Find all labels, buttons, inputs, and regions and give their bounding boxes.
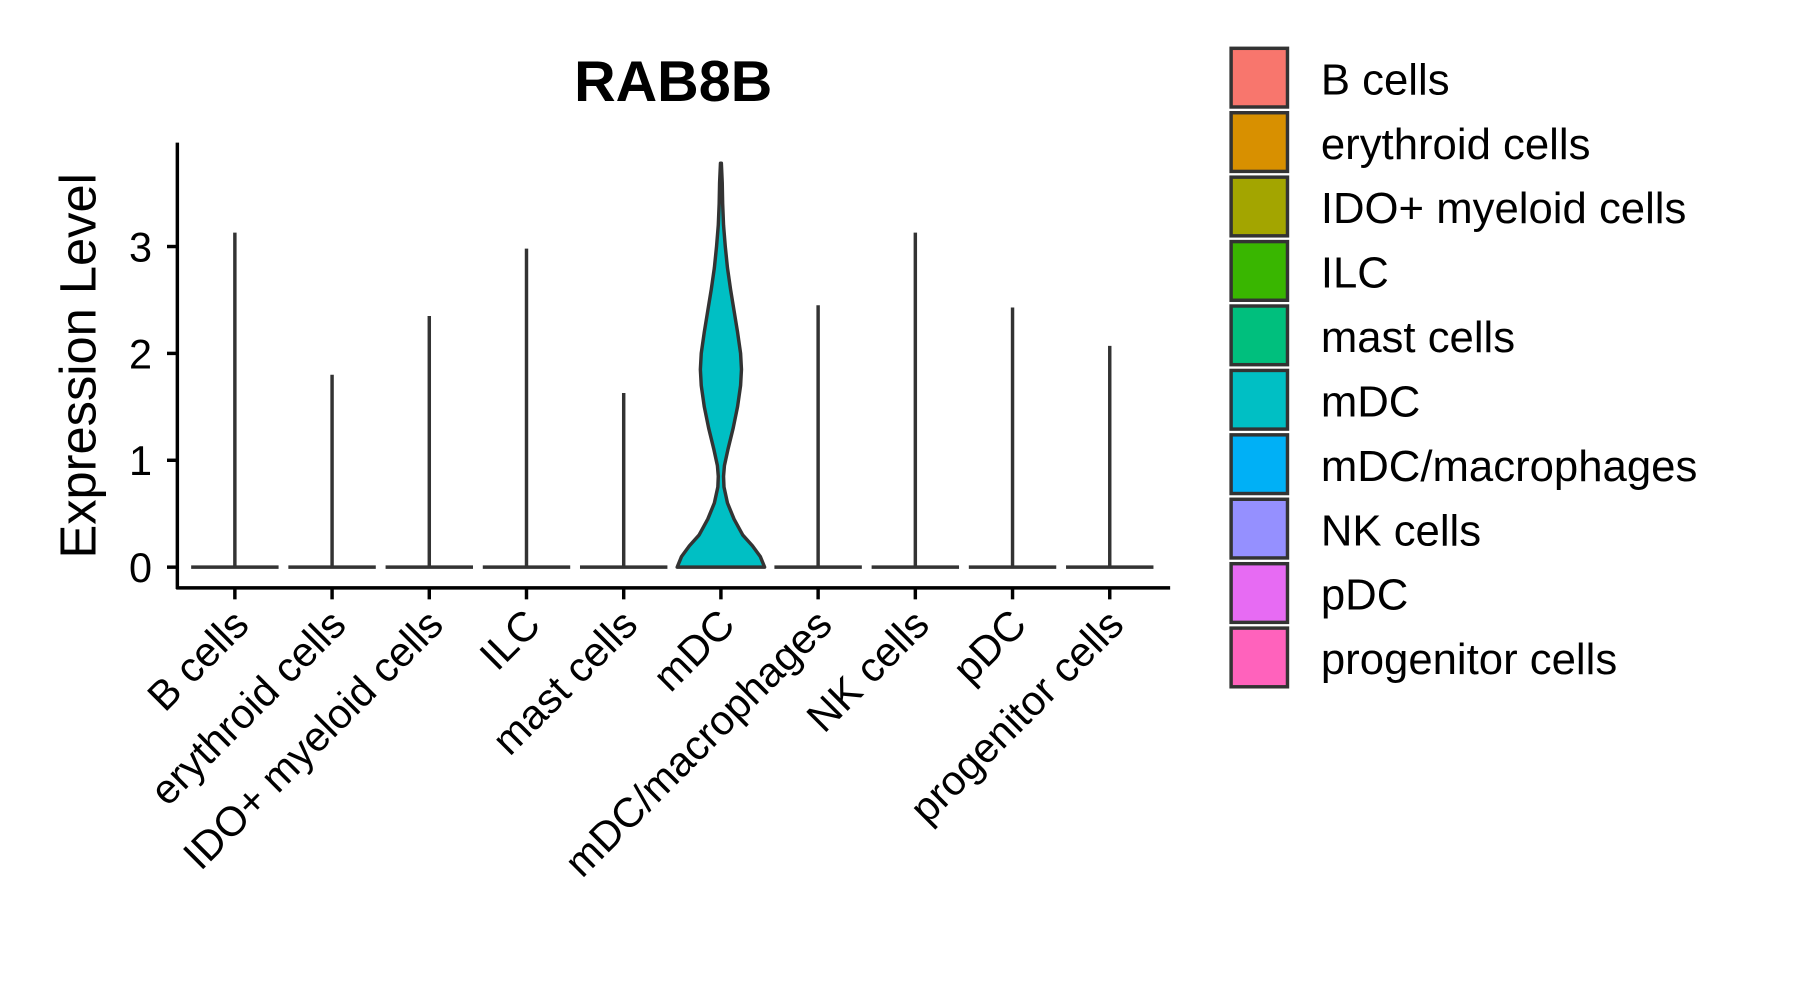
violin-mast-cells xyxy=(579,392,668,569)
y-tick-label: 3 xyxy=(129,224,152,270)
legend-label: mast cells xyxy=(1321,313,1515,362)
legend-label: pDC xyxy=(1321,571,1408,620)
y-ticks: 0 1 2 3 xyxy=(129,224,178,591)
legend: B cells erythroid cells IDO+ myeloid cells… xyxy=(1229,46,1697,689)
legend-item: mDC xyxy=(1229,368,1421,431)
legend-item: pDC xyxy=(1229,561,1408,625)
violin-shape xyxy=(675,161,767,569)
y-tick-label: 2 xyxy=(129,331,152,377)
legend-label: mDC xyxy=(1321,377,1421,426)
legend-swatch xyxy=(1229,175,1290,238)
legend-swatch xyxy=(1229,239,1290,302)
legend-label: NK cells xyxy=(1321,506,1481,555)
chart-title: RAB8B xyxy=(574,50,772,114)
legend-label: erythroid cells xyxy=(1321,120,1591,169)
legend-item: mast cells xyxy=(1229,304,1515,367)
legend-item: mDC/macrophages xyxy=(1229,433,1697,496)
y-tick-label: 1 xyxy=(129,438,152,484)
legend-swatch xyxy=(1229,433,1290,496)
legend-label: ILC xyxy=(1321,249,1389,298)
legend-label: B cells xyxy=(1321,55,1450,104)
legend-item: NK cells xyxy=(1229,497,1481,560)
violin-ido-myeloid-cells xyxy=(385,315,474,569)
legend-label: mDC/macrophages xyxy=(1321,442,1697,491)
violin-nk-cells xyxy=(871,232,960,569)
legend-label: progenitor cells xyxy=(1321,635,1617,684)
violin-mdc xyxy=(675,161,767,569)
legend-swatch xyxy=(1229,561,1290,625)
legend-item: erythroid cells xyxy=(1229,111,1591,174)
legend-swatch xyxy=(1229,46,1290,109)
legend-item: ILC xyxy=(1229,239,1389,302)
legend-item: progenitor cells xyxy=(1229,626,1617,689)
legend-swatch xyxy=(1229,626,1290,689)
plot-area xyxy=(191,161,1154,569)
legend-label: IDO+ myeloid cells xyxy=(1321,184,1687,233)
violin-mdc-macrophages xyxy=(774,305,862,569)
violin-b-cells xyxy=(191,232,279,569)
violin-progenitor-cells xyxy=(1066,345,1154,569)
y-axis-label: Expression Level xyxy=(50,173,107,558)
violin-erythroid-cells xyxy=(288,374,376,569)
legend-swatch xyxy=(1229,304,1290,367)
legend-swatch xyxy=(1229,368,1290,431)
x-tick-label: ILC xyxy=(471,601,549,679)
y-tick-label: 0 xyxy=(129,545,152,591)
legend-item: IDO+ myeloid cells xyxy=(1229,175,1687,238)
legend-item: B cells xyxy=(1229,46,1450,109)
violin-ilc xyxy=(482,248,571,569)
violin-pdc xyxy=(968,307,1057,569)
legend-swatch xyxy=(1229,497,1290,560)
legend-swatch xyxy=(1229,111,1290,174)
